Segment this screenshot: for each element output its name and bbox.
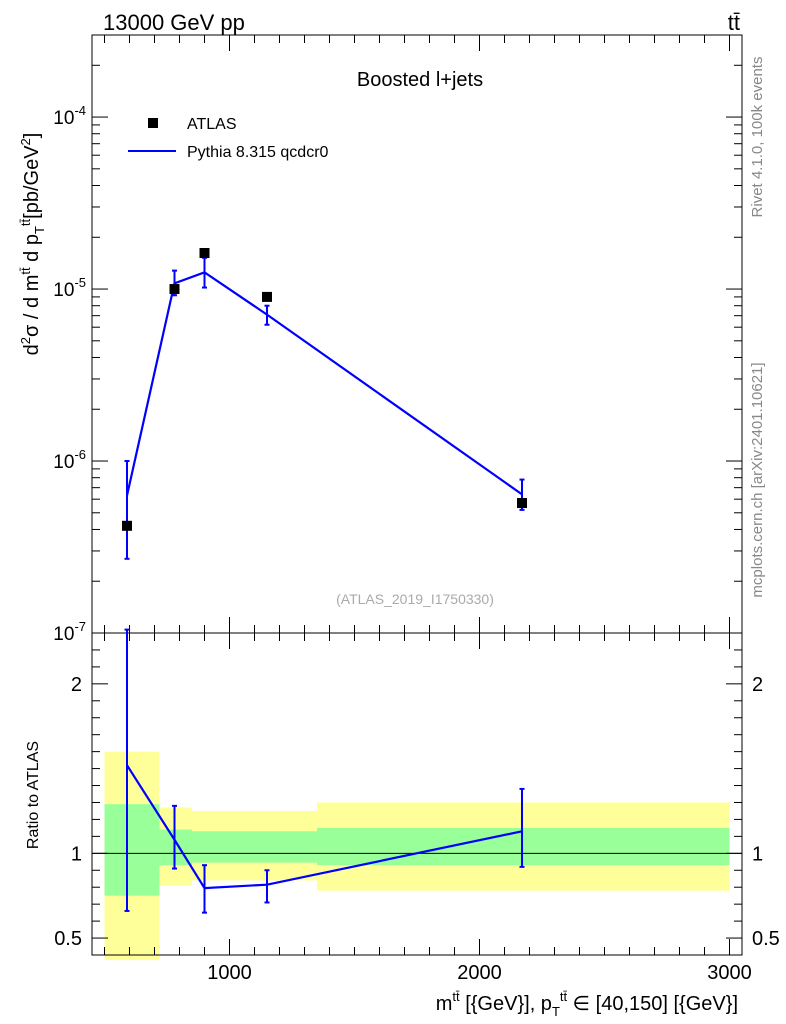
legend-atlas-label: ATLAS <box>187 116 237 133</box>
main-panel: 10-7 10-6 10-5 10-4 Boosted l+jets (ATLAS_2… <box>18 34 743 645</box>
atlas-marker <box>517 498 527 509</box>
main-ytick-label: 10-6 <box>53 447 86 473</box>
ratio-ytick-label-right: 0.5 <box>752 928 780 950</box>
x-axis-label: mtt̄ [{GeV}], pTtt̄ ∈ [40,150] [{GeV}] <box>436 989 738 1019</box>
main-ytick-label: 10-7 <box>53 619 86 645</box>
main-watermark: (ATLAS_2019_I1750330) <box>336 591 494 607</box>
atlas-marker <box>169 284 180 295</box>
ratio-ytick-label: 2 <box>71 674 82 696</box>
main-ytick-label: 10-4 <box>53 103 86 129</box>
ratio-ytick-label-right: 2 <box>752 674 763 696</box>
rivet-side-label: Rivet 4.1.0, 100k events <box>749 57 766 218</box>
main-title: Boosted l+jets <box>357 69 483 91</box>
main-ylabel: d2σ / d mtt̄ d pTtt̄[pb/GeV2] <box>18 133 47 356</box>
ratio-ytick-label: 0.5 <box>54 928 82 950</box>
ratio-frame <box>91 632 743 956</box>
legend-pythia-label: Pythia 8.315 qcdcr0 <box>187 144 329 161</box>
ratio-panel: 0.5 0.5 1 1 2 2 1000 2000 3000 Ratio to ATLAS mt… <box>25 628 780 1019</box>
ratio-inner-band <box>104 804 160 896</box>
ratio-xtick-label: 2000 <box>457 962 502 984</box>
atlas-marker <box>262 291 272 302</box>
ratio-ylabel: Ratio to ATLAS <box>25 741 42 849</box>
ratio-ytick-label: 1 <box>71 843 82 865</box>
legend: ATLAS Pythia 8.315 qcdcr0 <box>128 116 329 161</box>
ratio-ytick-label-right: 1 <box>752 843 763 865</box>
ratio-inner-band <box>317 827 730 866</box>
legend-atlas-marker <box>148 118 158 128</box>
mcplots-side-label: mcplots.cern.ch [arXiv:2401.10621] <box>749 362 766 597</box>
ratio-xtick-label: 1000 <box>207 962 252 984</box>
main-ytick-label: 10-5 <box>53 275 86 301</box>
atlas-marker <box>122 520 132 531</box>
pythia-line <box>125 271 523 496</box>
ratio-inner-band <box>192 831 317 863</box>
ratio-xtick-label: 3000 <box>707 962 752 984</box>
atlas-marker <box>199 248 210 259</box>
header-left-label: 13000 GeV pp <box>103 10 245 35</box>
header-right-label: tt̄ <box>728 10 740 35</box>
